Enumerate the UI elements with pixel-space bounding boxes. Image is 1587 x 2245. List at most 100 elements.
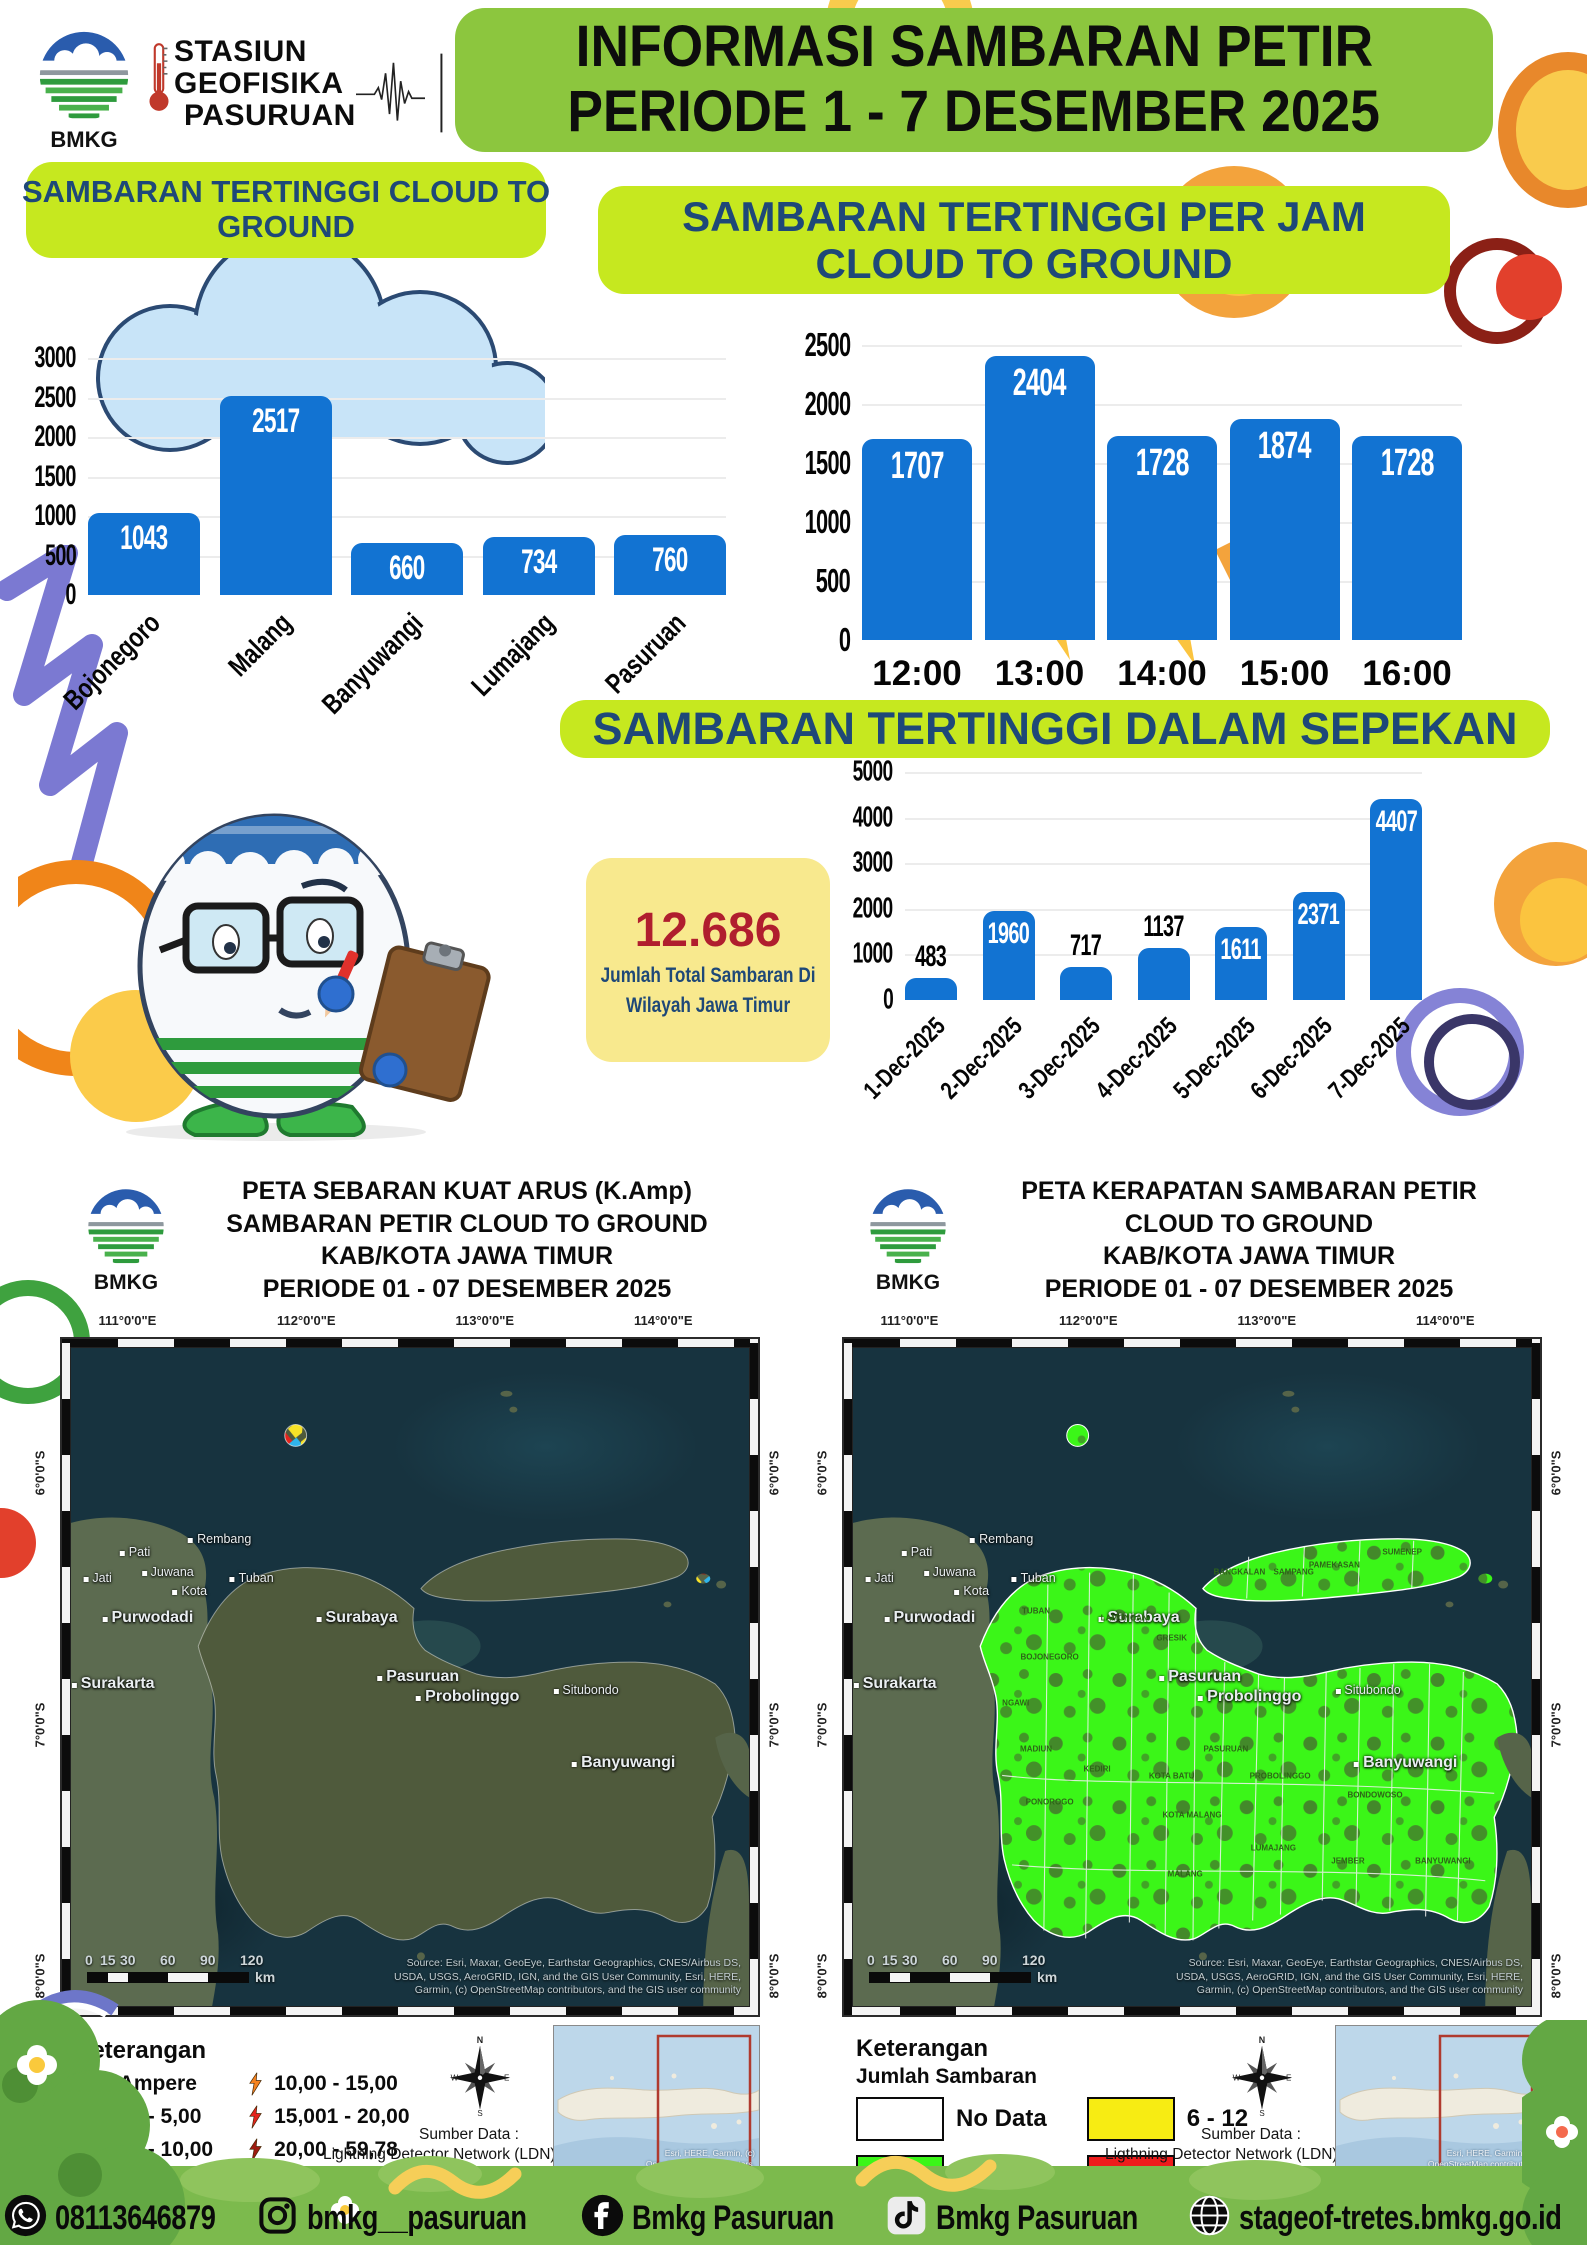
svg-text:E: E [1286,2073,1291,2082]
city-label: Jati [83,1571,112,1585]
scale-label: 15 [882,1952,898,1968]
contact-label: bmkg__pasuruan [306,2198,527,2237]
flower-icon [1546,2116,1578,2148]
city-label: Surakarta [853,1675,937,1693]
y-axis: 3000 2500 2000 1500 1000 500 0 [8,341,88,611]
tiktok-icon [885,2194,928,2242]
lon-label: 113°0'0"E [455,1313,515,1328]
scale-label: 15 [100,1952,116,1968]
bar-Lumajang: 734 [482,537,595,595]
bar-3-Dec-2025: 717 [1060,929,1112,1000]
district-label: NGAWI [1002,1698,1030,1708]
legend-item: 15,001 - 20,00 [247,2104,410,2130]
bar-value: 717 [1070,929,1102,962]
legend-item: 10,00 - 15,00 [247,2071,409,2097]
bmkg-logo-icon [39,31,129,121]
y-tick-label: 2500 [34,380,77,414]
map-panel-current-distribution: BMKG PETA SEBARAN KUAT ARUS (K.Amp) SAMB… [33,1165,782,2204]
bar-value: 2404 [1012,362,1067,404]
thermometer-icon [149,43,169,111]
contact-bar: 08113646879 bmkg__pasuruan Bmkg Pasuruan Bm… [4,2194,1587,2242]
map-frame: Jati Pati Juwana Rembang Kota Purwodadi Suraka… [842,1337,1542,2017]
map-attribution: Source: Esri, Maxar, GeoEye, Earthstar G… [394,1957,741,1997]
longitude-labels: 111°0'0"E 112°0'0"E 113°0'0"E 114°0'0"E [842,1313,1542,1335]
x-axis-label: Malang [222,607,298,683]
chart3-title-banner: SAMBARAN TERTINGGI DALAM SEPEKAN [560,700,1550,758]
y-tick-label: 500 [815,562,851,599]
compass-rose-icon: N S W E [449,2035,511,2118]
map-geometry [853,1390,1531,2006]
scale-unit: km [1037,1969,1058,1985]
mascot-illustration [18,813,491,1141]
bar-16:00: 1728 [1352,436,1462,640]
city-label: Pati [119,1545,150,1559]
bar-5-Dec-2025: 1611 [1215,927,1267,1000]
district-label: SUMENEP [1382,1547,1422,1557]
bar-value: 1960 [987,917,1030,950]
city-label: Banyuwangi [1354,1754,1457,1772]
legend-swatch [856,2097,944,2141]
gridline [88,516,726,518]
y-tick-label: 1000 [853,937,894,970]
gridline [905,908,1422,911]
lat-label: 6°0'0"S [766,1450,782,1496]
gridline [88,437,726,439]
x-axis-label: 15:00 [1239,654,1330,693]
contact-item: Bmkg Pasuruan [581,2194,884,2242]
bmkg-logo-caption: BMKG [50,127,118,152]
bar-4-Dec-2025: 1137 [1137,910,1190,1000]
district-label: TUBAN [1022,1606,1051,1616]
scale-label: 60 [160,1952,176,1968]
gridline [88,397,726,400]
map-canvas: Jati Pati Juwana Rembang Kota Purwodadi Suraka… [70,1347,750,2007]
bars: 483 1960 717 1137 1611 2371 4407 [905,772,1422,1000]
y-tick-label: 0 [65,578,77,611]
x-axis-label: 12:00 [872,654,962,693]
x-axis-labels: 1-Dec-2025 2-Dec-2025 3-Dec-2025 4-Dec-2025… [858,1000,1422,1170]
bar-value: 1707 [890,445,944,487]
scale-label: 0 [85,1952,93,1968]
svg-text:N: N [477,2035,483,2045]
gridline [88,476,726,479]
bar-13:00: 2404 [984,356,1095,640]
seismograph-icon [355,53,443,133]
x-axis-label: 13:00 [994,654,1085,693]
navy-ring-decoration [1424,1014,1520,1110]
bmkg-logo: BMKG [856,1186,960,1295]
city-label: Purwodadi [884,1609,975,1627]
contact-item: 08113646879 [4,2194,256,2242]
lat-label: 6°0'0"S [1548,1450,1564,1496]
legend-item: 6 - 12 [1086,2097,1248,2141]
bars: 1043 2517 660 734 760 [88,358,726,595]
scale-label: 90 [982,1952,998,1968]
city-label: Juwana [141,1565,194,1579]
chart1-title-banner: SAMBARAN TERTINGGI CLOUD TO GROUND [22,162,550,258]
gridline [905,772,1422,774]
bmkg-logo: BMKG [30,28,138,153]
map-canvas: Jati Pati Juwana Rembang Kota Purwodadi Suraka… [852,1347,1532,2007]
bar-Malang: 2517 [219,396,332,595]
city-label: Rembang [970,1532,1033,1546]
map-title: PETA KERAPATAN SAMBARAN PETIR CLOUD TO G… [1021,1177,1477,1303]
district-label: SAMPANG [1273,1567,1314,1577]
lightning-bolt-icon [249,2105,262,2129]
legend-swatch [1086,2097,1175,2141]
y-axis: 5000 4000 3000 2000 1000 0 [770,756,905,1016]
total-strikes-value: 12.686 [634,903,782,957]
lat-label: 6°0'0"S [32,1450,48,1496]
longitude-labels: 111°0'0"E 112°0'0"E 113°0'0"E 114°0'0"E [60,1313,760,1335]
lat-label: 7°0'0"S [32,1702,48,1748]
lon-label: 112°0'0"E [1059,1313,1118,1328]
district-label: JEMBER [1331,1856,1365,1866]
district-label: PROBOLINGGO [1249,1771,1311,1781]
legend-subheading: Jumlah Sambaran [856,2065,1037,2088]
y-axis: 2500 2000 1500 1000 500 0 [790,326,862,658]
x-axis-label: 16:00 [1362,654,1452,693]
bar-value: 1728 [1380,442,1434,484]
map-frame: Jati Pati Juwana Rembang Kota Purwodadi Suraka… [60,1337,760,2017]
station-logo-block: BMKG STASIUN GEOFISIKA PASURUAN [30,28,450,158]
latitude-labels-right: 6°0'0"S 7°0'0"S 8°0'0"S [1546,1337,1568,2017]
city-label: Surabaya [316,1609,398,1627]
city-label: Tuban [229,1571,274,1585]
